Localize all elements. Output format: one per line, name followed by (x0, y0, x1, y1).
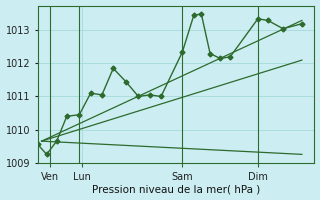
X-axis label: Pression niveau de la mer( hPa ): Pression niveau de la mer( hPa ) (92, 184, 260, 194)
